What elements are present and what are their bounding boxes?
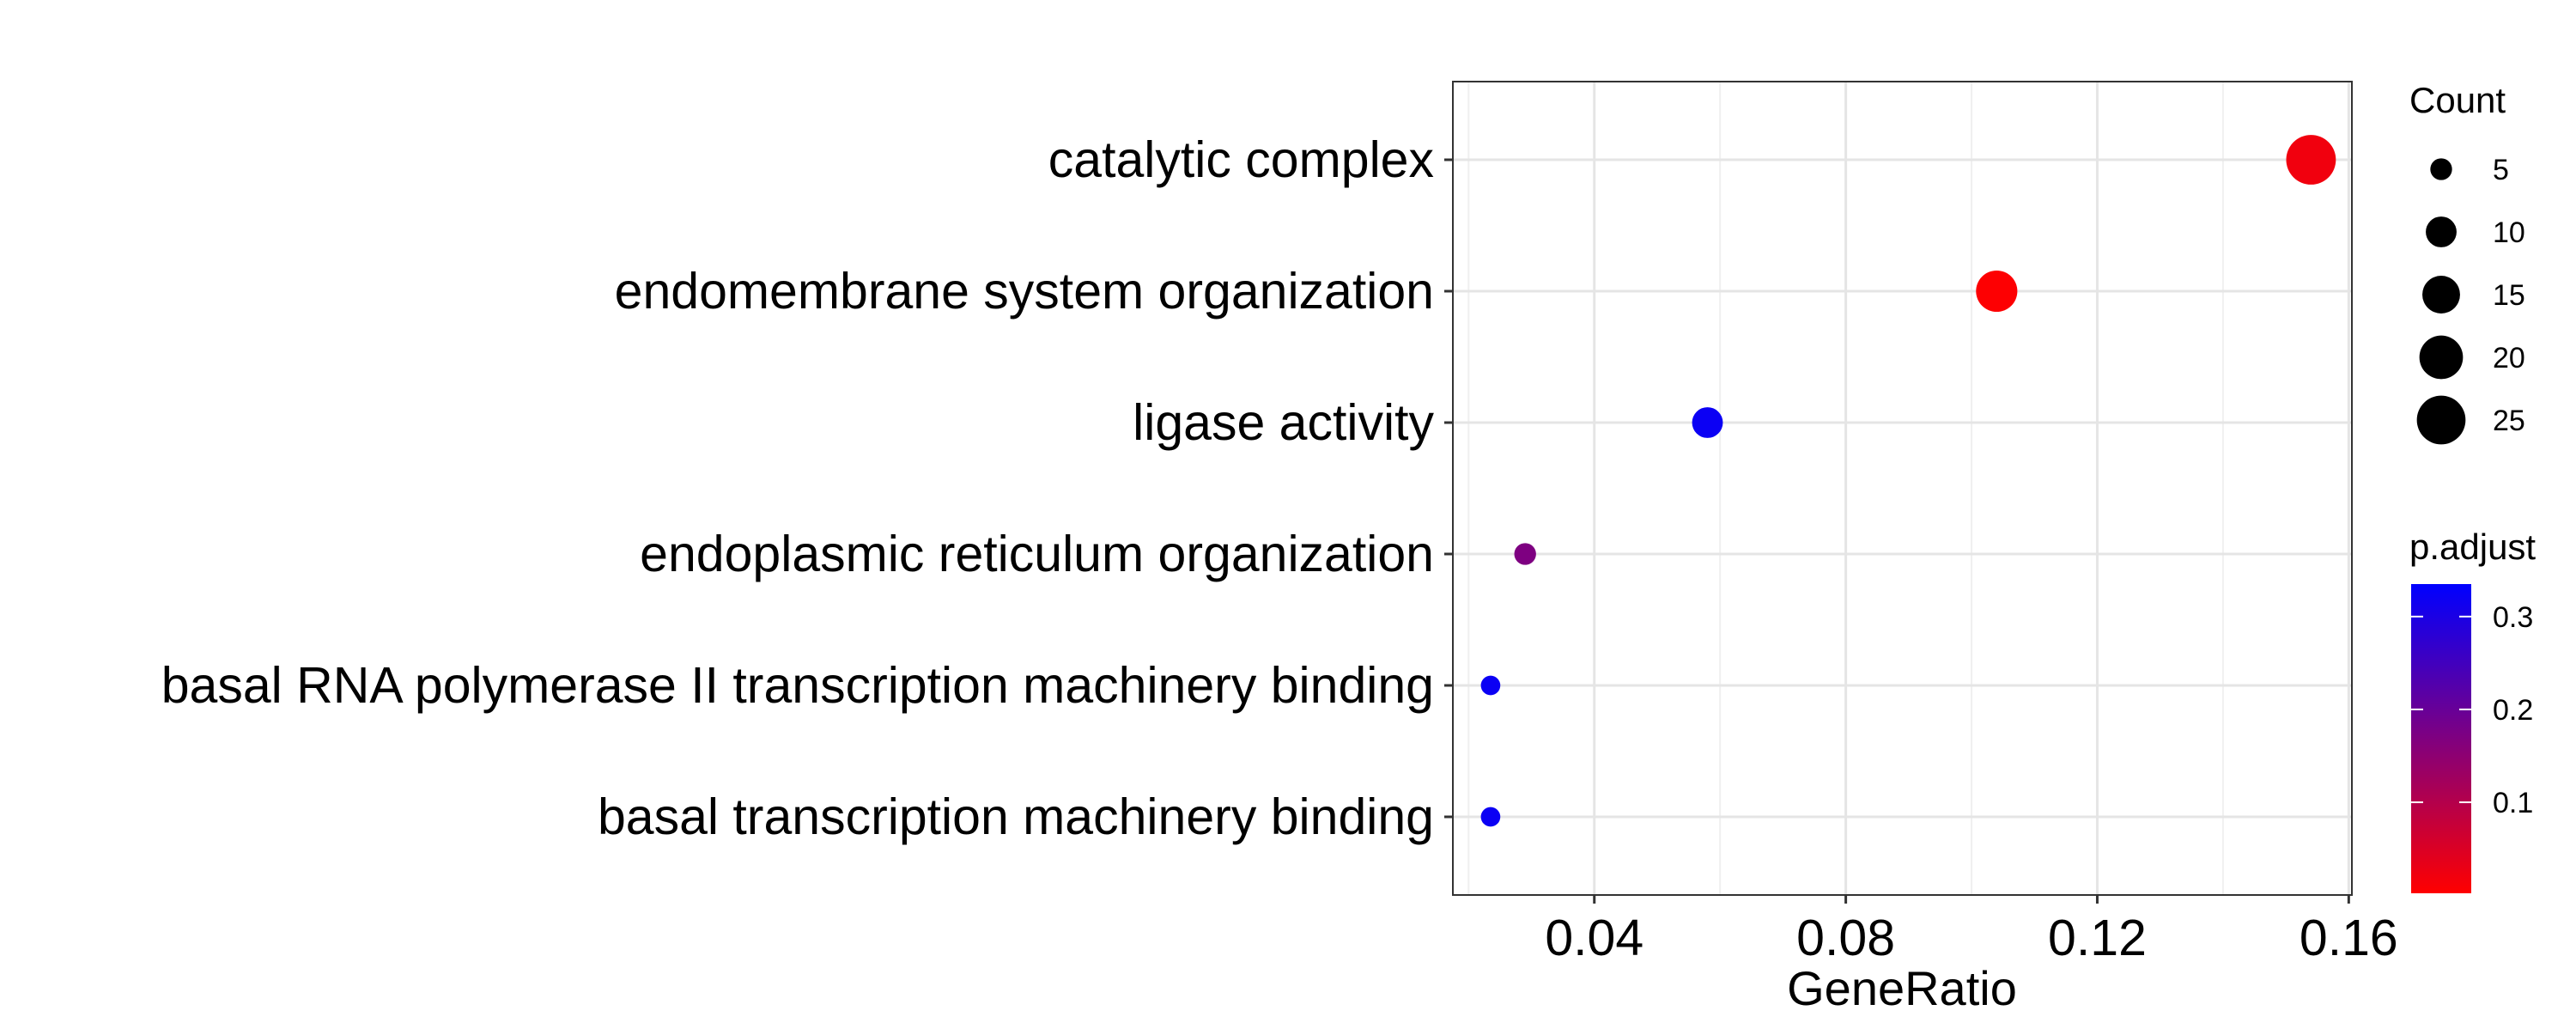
- count-legend: Count 5 10 15 20 25: [2409, 80, 2525, 445]
- data-point: [2286, 135, 2336, 185]
- data-point: [1480, 807, 1501, 827]
- count-legend-title: Count: [2409, 80, 2506, 120]
- p-adjust-legend-title: p.adjust: [2409, 527, 2536, 567]
- data-point: [1692, 407, 1723, 438]
- colorbar-tick-label: 0.3: [2493, 601, 2533, 634]
- data-point: [1514, 543, 1536, 565]
- p-adjust-colorbar: [2411, 584, 2471, 893]
- p-adjust-legend: p.adjust 0.1 0.2 0.3: [2409, 527, 2536, 893]
- panel-grid: [1453, 82, 2352, 895]
- x-tick-label: 0.04: [1545, 910, 1643, 966]
- data-point: [1480, 675, 1501, 696]
- count-legend-key: [2419, 335, 2464, 380]
- count-legend-label: 5: [2493, 154, 2509, 186]
- y-tick-label: endoplasmic reticulum organization: [640, 526, 1434, 582]
- count-legend-key: [2426, 216, 2457, 247]
- count-legend-label: 10: [2493, 216, 2525, 249]
- x-tick-label: 0.16: [2300, 910, 2398, 966]
- panel-border: [1452, 81, 2353, 896]
- count-legend-key: [2430, 158, 2452, 180]
- y-tick-label: endomembrane system organization: [615, 263, 1434, 320]
- x-axis-title: GeneRatio: [1787, 961, 2017, 1015]
- y-tick-label: basal transcription machinery binding: [598, 788, 1434, 845]
- y-tick-label: basal RNA polymerase II transcription ma…: [161, 657, 1434, 714]
- x-tick-label: 0.08: [1796, 910, 1895, 966]
- count-legend-label: 25: [2493, 405, 2525, 437]
- x-tick-label: 0.12: [2048, 910, 2147, 966]
- data-point: [1976, 270, 2018, 313]
- y-axis: catalytic complex endomembrane system org…: [161, 131, 1453, 845]
- count-legend-label: 20: [2493, 342, 2525, 374]
- x-axis: 0.04 0.08 0.12 0.16: [1545, 895, 2398, 966]
- colorbar-tick-label: 0.1: [2493, 787, 2533, 819]
- y-tick-label: catalytic complex: [1048, 131, 1434, 188]
- colorbar-tick-label: 0.2: [2493, 694, 2533, 727]
- count-legend-key: [2416, 395, 2466, 445]
- count-legend-label: 15: [2493, 279, 2525, 312]
- data-points: [1480, 135, 2336, 827]
- y-tick-label: ligase activity: [1133, 394, 1434, 451]
- p-adjust-legend-ticks: 0.1 0.2 0.3: [2411, 601, 2533, 819]
- count-legend-key: [2422, 276, 2460, 314]
- count-legend-entries: 5 10 15 20 25: [2416, 154, 2525, 445]
